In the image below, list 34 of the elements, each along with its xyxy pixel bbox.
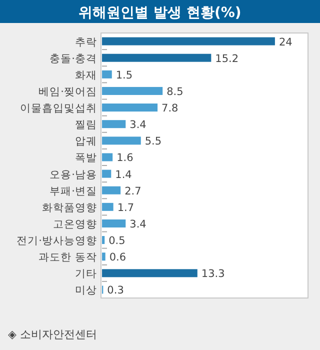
y-tick-label: 과도한 동작 bbox=[38, 252, 97, 264]
data-label: 0.6 bbox=[109, 252, 126, 264]
y-tick-label: 화학품영향 bbox=[42, 202, 97, 214]
chart-title: 위해원인별 발생 현황(%) bbox=[78, 5, 242, 21]
data-label: 5.5 bbox=[144, 136, 162, 148]
y-tick-label: 기타 bbox=[75, 268, 97, 280]
data-label: 1.7 bbox=[117, 202, 134, 214]
y-tick-label: 오용·남용 bbox=[50, 168, 97, 181]
data-label: 0.5 bbox=[108, 235, 126, 248]
y-tick-label: 베임·찢어짐 bbox=[38, 86, 97, 98]
data-label: 8.5 bbox=[166, 86, 184, 98]
y-tick-label: 부패·변질 bbox=[50, 185, 97, 198]
data-label: 3.4 bbox=[130, 119, 147, 132]
y-tick-label: 폭발 bbox=[75, 152, 97, 164]
data-label: 1.4 bbox=[115, 168, 132, 181]
y-tick-label: 화재 bbox=[75, 69, 97, 82]
y-tick-label: 고온영향 bbox=[53, 218, 97, 230]
y-tick-label: 추락 bbox=[75, 36, 97, 48]
data-label: 7.8 bbox=[162, 102, 178, 115]
y-tick-label: 미상 bbox=[75, 284, 97, 297]
data-label: 1.5 bbox=[116, 69, 133, 82]
data-label: 1.6 bbox=[116, 152, 134, 164]
data-label: 2.7 bbox=[124, 185, 142, 198]
y-tick-label: 이물흡입및섭취 bbox=[20, 102, 97, 115]
data-label: 24 bbox=[278, 36, 293, 48]
data-label: 15.2 bbox=[215, 52, 239, 65]
y-tick-label: 압궤 bbox=[75, 136, 97, 148]
y-tick-label: 전기·방사능영향 bbox=[16, 235, 97, 248]
y-tick-label: 찔림 bbox=[75, 119, 97, 132]
y-tick-label: 충돌·충격 bbox=[50, 52, 97, 65]
text: ◈ 소비자안전센터 bbox=[8, 328, 97, 341]
data-label: 0.3 bbox=[107, 284, 124, 297]
data-label: 13.3 bbox=[201, 268, 225, 280]
data-label: 3.4 bbox=[130, 218, 147, 230]
